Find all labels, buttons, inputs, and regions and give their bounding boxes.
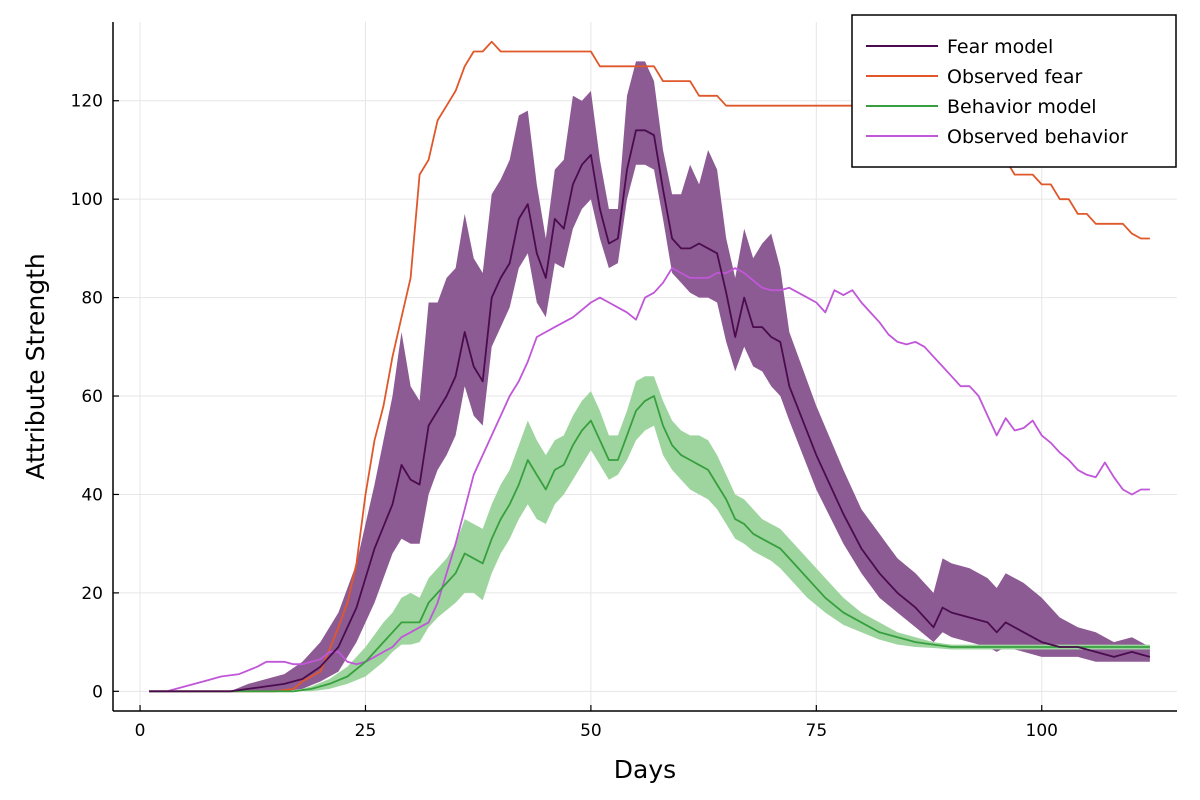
legend-label: Observed fear: [947, 66, 1082, 88]
x-axis-ticks: 0 25 50 75 100: [135, 705, 1058, 741]
x-tick-label: 0: [135, 721, 146, 741]
x-tick-label: 100: [1026, 721, 1058, 741]
x-tick-label: 50: [580, 721, 602, 741]
legend-item-observed-behavior: Observed behavior: [866, 126, 1128, 148]
x-axis-title: Days: [614, 755, 676, 784]
y-tick-label: 40: [81, 485, 103, 505]
y-tick-label: 120: [71, 92, 103, 112]
legend-label: Behavior model: [947, 96, 1097, 118]
legend: Fear model Observed fear Behavior model Obs…: [851, 14, 1177, 168]
y-axis-title: Attribute Strength: [21, 253, 50, 479]
x-tick-label: 25: [355, 721, 377, 741]
y-axis-ticks: 0 20 40 60 80 100 120: [71, 92, 119, 702]
series-lines: [149, 40, 1151, 693]
observed-fear-line: [149, 40, 1150, 693]
legend-item-behavior-model: Behavior model: [866, 96, 1097, 118]
x-tick-label: 75: [806, 721, 828, 741]
y-tick-label: 0: [92, 682, 103, 702]
confidence-bands: [149, 61, 1150, 692]
fear-model-line: [149, 129, 1151, 693]
y-tick-label: 60: [81, 387, 103, 407]
observed-behavior-line: [149, 267, 1150, 693]
y-tick-label: 20: [81, 584, 103, 604]
legend-box: [851, 14, 1177, 168]
legend-label: Observed behavior: [947, 126, 1128, 148]
axes: [112, 22, 1177, 712]
behavior-model-line: [149, 395, 1150, 693]
fear-model-band: [149, 61, 1150, 692]
legend-label: Fear model: [947, 36, 1053, 58]
behavior-model-band: [149, 376, 1150, 692]
y-tick-label: 100: [71, 190, 103, 210]
y-tick-label: 80: [81, 289, 103, 309]
legend-item-fear-model: Fear model: [866, 36, 1053, 58]
legend-item-observed-fear: Observed fear: [866, 66, 1082, 88]
